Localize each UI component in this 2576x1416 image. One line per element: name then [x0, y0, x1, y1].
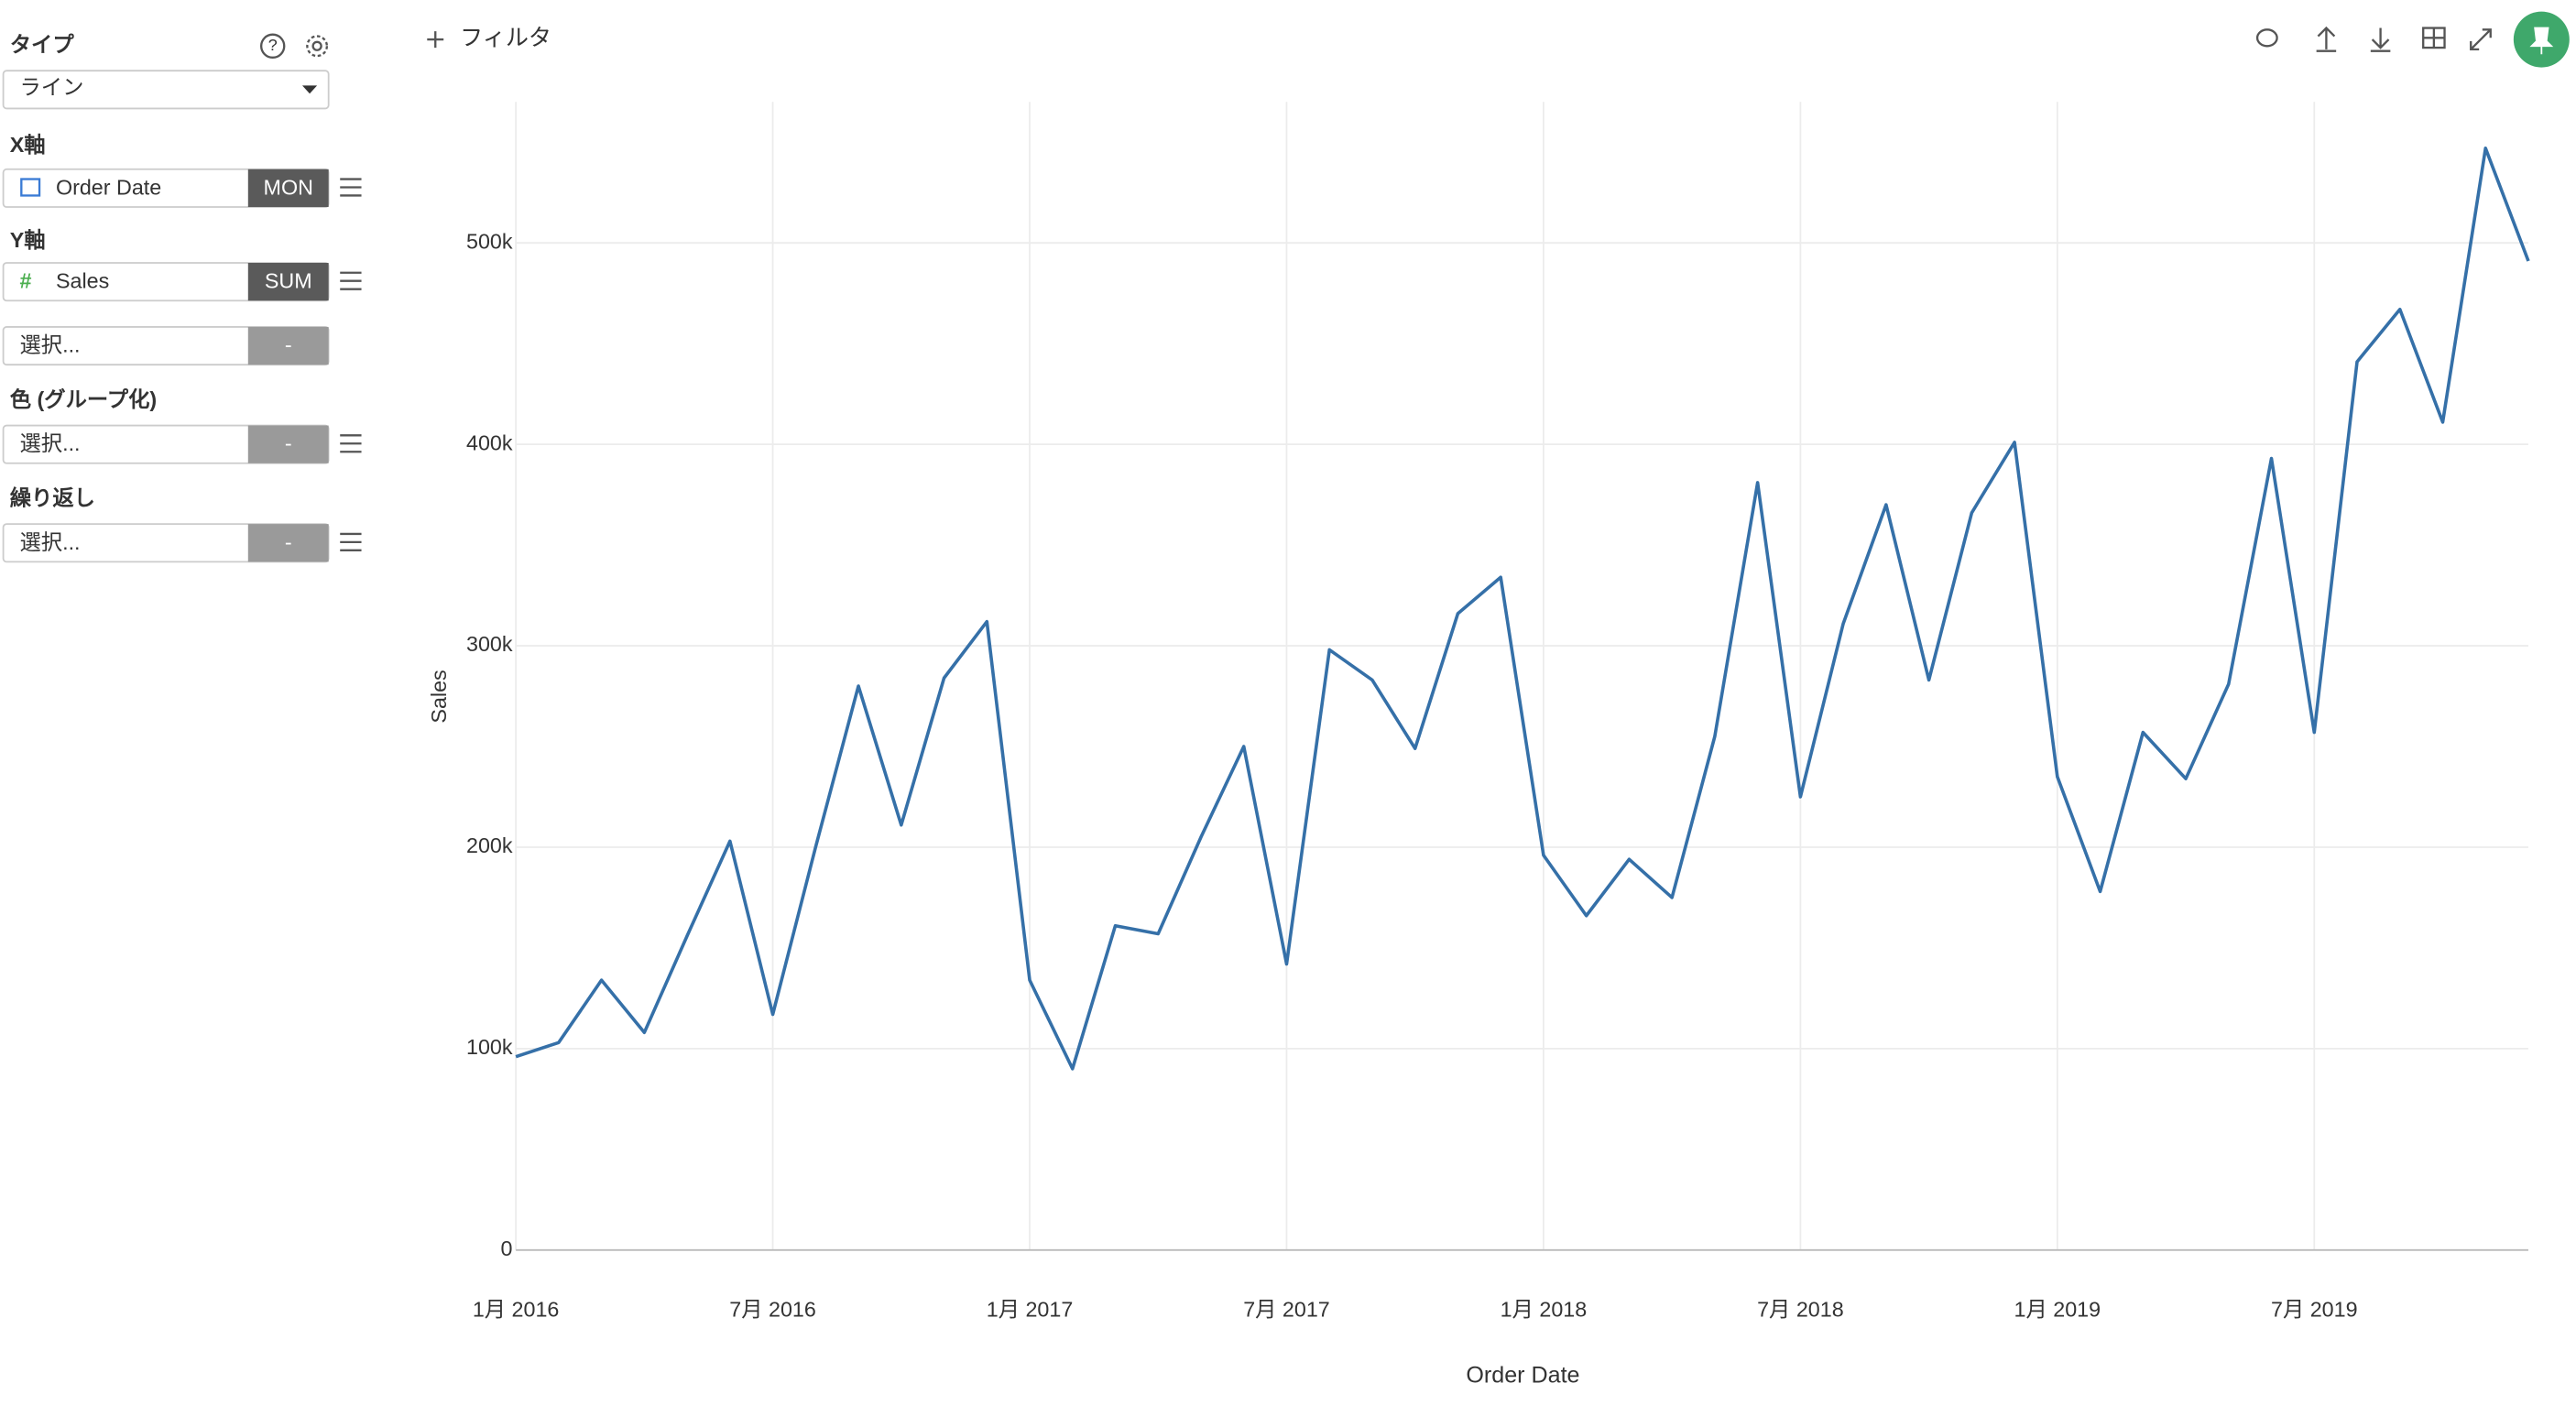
x-tick-label: 7月 2018: [1757, 1297, 1844, 1321]
y-tick-label: 100k: [466, 1035, 513, 1059]
x-tick-label: 7月 2016: [729, 1297, 816, 1321]
y2-agg: -: [285, 333, 292, 357]
y-field[interactable]: # Sales SUM: [2, 262, 330, 302]
menu-icon[interactable]: [340, 271, 362, 290]
x-field[interactable]: Order Date MON: [2, 168, 330, 208]
svg-text:#: #: [20, 269, 32, 293]
y-tick-label: 500k: [466, 229, 513, 253]
comment-icon[interactable]: [2255, 28, 2278, 48]
x-tick-label: 1月 2019: [2014, 1297, 2101, 1321]
type-label: タイプ: [10, 32, 75, 56]
type-value: ライン: [20, 75, 84, 99]
repeat-field[interactable]: 選択... -: [2, 523, 330, 563]
expand-icon[interactable]: [2470, 28, 2492, 51]
y-tick-label: 0: [501, 1236, 513, 1260]
y-axis-title: Sales: [427, 670, 451, 723]
y-tick-label: 300k: [466, 632, 513, 656]
y-tick-label: 200k: [466, 833, 513, 857]
filter-button[interactable]: フィルタ: [427, 26, 551, 51]
color-label: 色 (グループ化): [10, 387, 157, 411]
repeat-agg: -: [285, 530, 292, 554]
color-field[interactable]: 選択... -: [2, 424, 330, 464]
x-axis-title: Order Date: [1466, 1363, 1579, 1389]
y-agg: SUM: [265, 269, 312, 293]
line-series: [515, 147, 2530, 1071]
x-axis-label: X軸: [10, 133, 46, 157]
menu-icon[interactable]: [340, 178, 362, 197]
menu-icon[interactable]: [340, 532, 362, 552]
svg-text:?: ?: [268, 36, 278, 54]
y-tick-label: 400k: [466, 430, 513, 454]
table-icon[interactable]: [2422, 27, 2446, 49]
y2-field[interactable]: 選択... -: [2, 326, 330, 366]
x-tick-label: 1月 2017: [987, 1297, 1074, 1321]
y-field-name: Sales: [56, 269, 109, 293]
x-tick-label: 1月 2016: [473, 1297, 560, 1321]
settings-icon[interactable]: [306, 35, 329, 58]
x-field-name: Order Date: [56, 175, 161, 199]
color-agg: -: [285, 431, 292, 455]
x-tick-label: 7月 2019: [2271, 1297, 2358, 1321]
type-dropdown[interactable]: ライン: [2, 70, 330, 110]
repeat-label: 繰り返し: [10, 485, 95, 509]
repeat-field-name: 選択...: [20, 530, 81, 554]
help-icon[interactable]: ?: [259, 33, 286, 59]
x-agg: MON: [264, 175, 313, 199]
y-axis-label: Y軸: [10, 228, 46, 252]
x-tick-label: 7月 2017: [1243, 1297, 1330, 1321]
upload-icon[interactable]: [2316, 26, 2337, 52]
menu-icon[interactable]: [340, 434, 362, 453]
x-tick-label: 1月 2018: [1501, 1297, 1588, 1321]
y2-field-name: 選択...: [20, 333, 81, 357]
color-field-name: 選択...: [20, 431, 81, 455]
download-icon[interactable]: [2370, 27, 2391, 52]
pin-button[interactable]: [2513, 11, 2570, 68]
filter-label: フィルタ: [460, 26, 551, 51]
